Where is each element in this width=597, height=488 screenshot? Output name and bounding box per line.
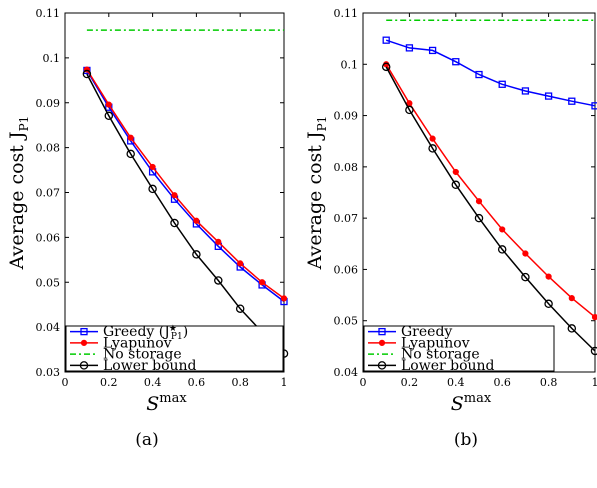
panel-a-series-0-line: [87, 70, 284, 301]
panel-b-series-3-line: [386, 67, 595, 351]
panel-b-ylabel: Average cost JP1: [304, 116, 329, 271]
panel-a-ytick-label: 0.09: [36, 97, 61, 110]
panel-a-caption: (a): [135, 430, 158, 450]
panel-a-ytick-label: 0.05: [36, 276, 61, 289]
panel-b-ylabel-sub: P1: [315, 116, 329, 132]
panel-b-xtick-label: 0.2: [401, 376, 419, 389]
panel-b-xtick-label: 0.6: [493, 376, 511, 389]
panel-b-ytick-label: 0.06: [334, 263, 359, 276]
panel-a-ytick-label: 0.07: [36, 187, 61, 200]
panel-a-series-1-point: [238, 261, 243, 266]
panel-a-xtick-label: 1: [281, 376, 288, 389]
panel-b-ytick-label: 0.11: [334, 7, 359, 20]
panel-b-axes-box: [363, 13, 595, 372]
panel-b-series-0-line: [386, 40, 595, 106]
panel-a-xtick-label: 0.4: [144, 376, 162, 389]
panel-a-xtick-label: 0.6: [188, 376, 206, 389]
panel-b-xtick-label: 0: [360, 376, 367, 389]
panel-a-series-1-point: [150, 164, 155, 169]
panel-b: 0 0.2 0.4 0.6 0.8 1 0.04 0.05 0.06 0.07 0.08 0.09 0.…: [304, 7, 597, 450]
panel-a-ytick-label: 0.06: [36, 231, 61, 244]
panel-a-series-1-point: [194, 218, 199, 223]
panel-a-ytick-label: 0.11: [36, 7, 61, 20]
panel-a-xlabel-base: S: [146, 393, 159, 415]
panel-a-ytick-label: 0.1: [43, 52, 61, 65]
panel-b-series-1-point: [569, 296, 574, 301]
panel-a-xlabel-sup: max: [159, 391, 187, 406]
panel-a-ylabel-main: Average cost J: [6, 131, 28, 270]
panel-b-ytick-label: 0.08: [334, 161, 359, 174]
panel-b-series-1-point: [453, 169, 458, 174]
panel-b-caption: (b): [454, 430, 478, 450]
panel-a-xtick-label: 0: [62, 376, 69, 389]
panel-a-ytick-label: 0.03: [36, 366, 61, 379]
panel-a-series-1-point: [172, 193, 177, 198]
panel-a-series-1-point: [281, 296, 286, 301]
panel-b-series-1-point: [430, 136, 435, 141]
panel-b-ytick-label: 0.09: [334, 110, 359, 123]
panel-a-legend-label-3: Lower bound: [103, 358, 197, 374]
panel-b-xlabel-base: S: [451, 393, 464, 415]
panel-a-xtick-label: 0.2: [100, 376, 118, 389]
panel-a-series-1-point: [106, 102, 111, 107]
panel-a-ytick-label: 0.08: [36, 142, 61, 155]
panel-a-xtick-label: 0.8: [231, 376, 249, 389]
panel-b-legend-label-3: Lower bound: [401, 358, 495, 374]
panel-a-series-1-point: [128, 135, 133, 140]
panel-b-series-1-point: [592, 315, 597, 320]
panel-a-series-1-point: [216, 239, 221, 244]
panel-b-ytick-label: 0.04: [334, 366, 359, 379]
panel-b-legend-name-3: Lower bound: [401, 358, 495, 374]
panel-b-legend-marker-1: [379, 340, 384, 345]
panel-b-xlabel: Smax: [451, 391, 492, 415]
panel-b-series-1-point: [523, 251, 528, 256]
panel-b-ytick-label: 0.05: [334, 315, 359, 328]
panel-a-legend-name-3: Lower bound: [103, 358, 197, 374]
panel-a-series-1-point: [260, 280, 265, 285]
panel-b-xtick-label: 0.4: [447, 376, 465, 389]
panel-b-ytick-label: 0.07: [334, 212, 359, 225]
panel-a-legend-marker-1: [81, 340, 86, 345]
panel-a: 0 0.2 0.4 0.6 0.8 1 0.03 0.04 0.05 0.06 0.07 0.08 0.…: [6, 7, 288, 450]
panel-a-legend-name-end-0: ): [183, 324, 188, 340]
panel-b-xtick-label: 1: [592, 376, 597, 389]
panel-b-series-1-point: [500, 227, 505, 232]
panel-a-series-1-line: [87, 70, 284, 299]
panel-a-ylabel: Average cost JP1: [6, 116, 31, 271]
panel-b-series-1-point: [546, 274, 551, 279]
panel-b-xtick-label: 0.8: [540, 376, 558, 389]
panel-a-xlabel: Smax: [146, 391, 187, 415]
panel-b-xlabel-sup: max: [464, 391, 492, 406]
panel-b-ytick-label: 0.1: [341, 58, 359, 71]
panel-a-ylabel-sub: P1: [17, 116, 31, 132]
panel-b-ylabel-main: Average cost J: [304, 131, 326, 270]
panel-b-series-1-line: [386, 64, 595, 317]
panel-a-ytick-label: 0.04: [36, 321, 61, 334]
panel-a-legend-name-sub-0: P1: [171, 332, 183, 342]
panel-b-series-1-point: [476, 199, 481, 204]
